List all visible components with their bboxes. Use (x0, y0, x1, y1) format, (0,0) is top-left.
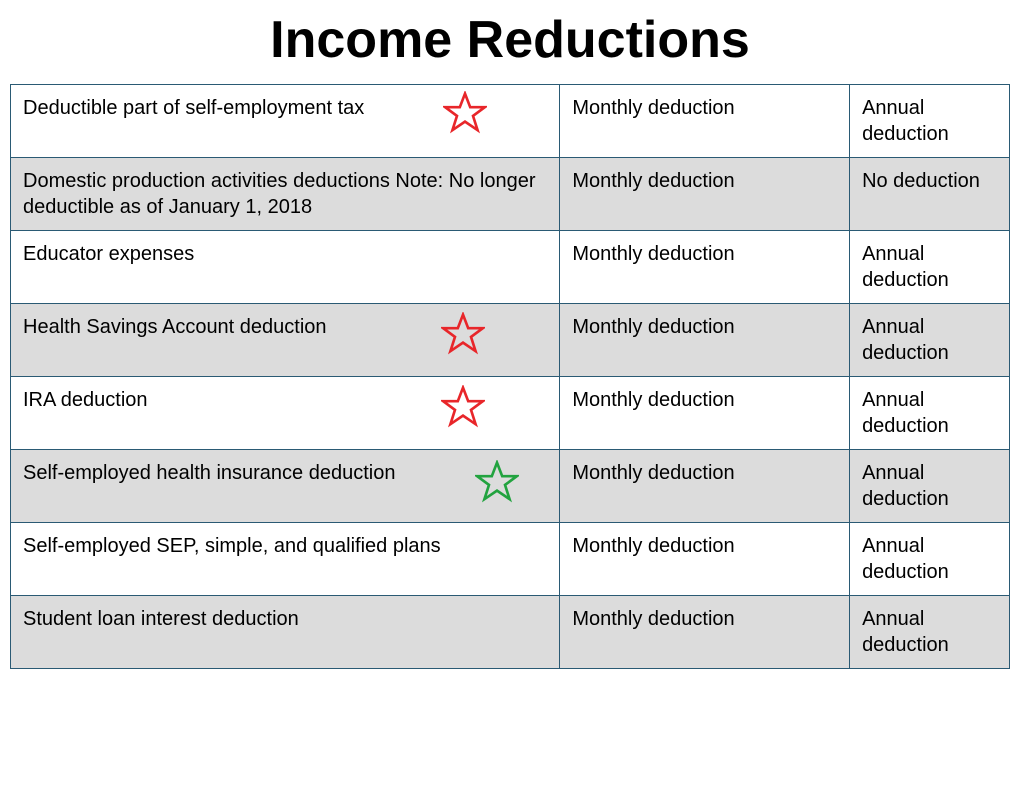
annual-text: Annual deduction (862, 462, 949, 510)
cell-description: Domestic production activities deduction… (11, 158, 560, 231)
monthly-text: Monthly deduction (572, 316, 734, 338)
table-row: Deductible part of self-employment tax M… (11, 85, 1010, 158)
table-row: IRA deduction Monthly deduction Annual de… (11, 377, 1010, 450)
cell-annual: Annual deduction (850, 450, 1010, 523)
description-text: IRA deduction (23, 389, 148, 411)
cell-monthly: Monthly deduction (560, 377, 850, 450)
star-icon (441, 312, 485, 356)
page-title: Income Reductions (0, 0, 1020, 84)
monthly-text: Monthly deduction (572, 608, 734, 630)
cell-monthly: Monthly deduction (560, 523, 850, 596)
description-text: Self-employed health insurance deduction (23, 462, 395, 484)
cell-monthly: Monthly deduction (560, 304, 850, 377)
cell-annual: Annual deduction (850, 523, 1010, 596)
page: Income Reductions Deductible part of sel… (0, 0, 1020, 800)
description-text: Self-employed SEP, simple, and qualified… (23, 535, 441, 557)
cell-annual: No deduction (850, 158, 1010, 231)
annual-text: Annual deduction (862, 389, 949, 437)
monthly-text: Monthly deduction (572, 462, 734, 484)
monthly-text: Monthly deduction (572, 170, 734, 192)
cell-annual: Annual deduction (850, 596, 1010, 669)
cell-annual: Annual deduction (850, 304, 1010, 377)
annual-text: No deduction (862, 170, 980, 192)
cell-annual: Annual deduction (850, 377, 1010, 450)
cell-monthly: Monthly deduction (560, 231, 850, 304)
annual-text: Annual deduction (862, 535, 949, 583)
description-text: Deductible part of self-employment tax (23, 97, 364, 119)
cell-description: Educator expenses (11, 231, 560, 304)
cell-monthly: Monthly deduction (560, 85, 850, 158)
table-row: Domestic production activities deduction… (11, 158, 1010, 231)
cell-description: Student loan interest deduction (11, 596, 560, 669)
monthly-text: Monthly deduction (572, 97, 734, 119)
star-icon (443, 91, 487, 135)
cell-annual: Annual deduction (850, 85, 1010, 158)
cell-monthly: Monthly deduction (560, 596, 850, 669)
star-icon (441, 385, 485, 429)
description-text: Health Savings Account deduction (23, 316, 327, 338)
cell-description: Self-employed SEP, simple, and qualified… (11, 523, 560, 596)
star-icon (475, 460, 519, 504)
cell-description: Deductible part of self-employment tax (11, 85, 560, 158)
annual-text: Annual deduction (862, 316, 949, 364)
cell-description: Health Savings Account deduction (11, 304, 560, 377)
description-text: Educator expenses (23, 243, 194, 265)
monthly-text: Monthly deduction (572, 535, 734, 557)
cell-description: Self-employed health insurance deduction (11, 450, 560, 523)
cell-monthly: Monthly deduction (560, 158, 850, 231)
annual-text: Annual deduction (862, 608, 949, 656)
cell-monthly: Monthly deduction (560, 450, 850, 523)
table-row: Self-employed health insurance deduction… (11, 450, 1010, 523)
table-row: Student loan interest deduction Monthly d… (11, 596, 1010, 669)
monthly-text: Monthly deduction (572, 389, 734, 411)
table-row: Educator expenses Monthly deduction Annual… (11, 231, 1010, 304)
income-reductions-table: Deductible part of self-employment tax M… (10, 84, 1010, 669)
annual-text: Annual deduction (862, 97, 949, 145)
monthly-text: Monthly deduction (572, 243, 734, 265)
table-body: Deductible part of self-employment tax M… (11, 85, 1010, 669)
description-text: Domestic production activities deduction… (23, 170, 535, 218)
cell-annual: Annual deduction (850, 231, 1010, 304)
annual-text: Annual deduction (862, 243, 949, 291)
table-row: Health Savings Account deduction Monthly… (11, 304, 1010, 377)
cell-description: IRA deduction (11, 377, 560, 450)
description-text: Student loan interest deduction (23, 608, 299, 630)
table-row: Self-employed SEP, simple, and qualified… (11, 523, 1010, 596)
